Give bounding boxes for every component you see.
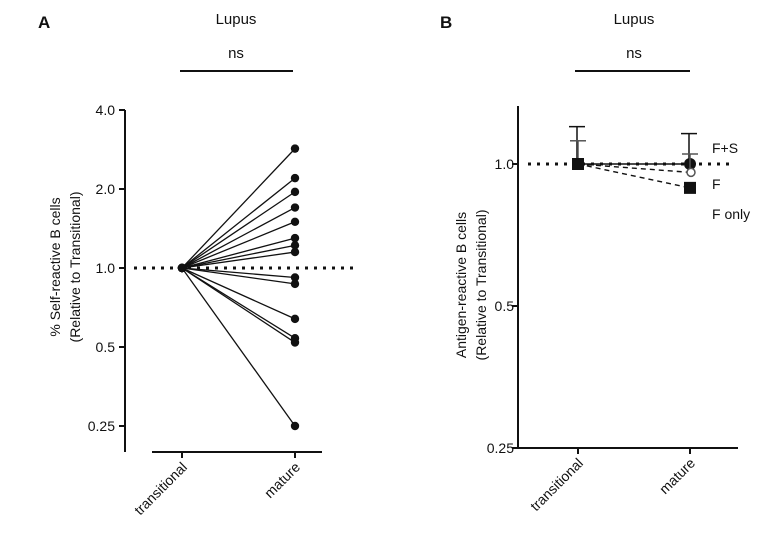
- panel-a-subject-line: [181, 191, 296, 269]
- panel-a-y-tick-label: 0.5: [96, 339, 116, 355]
- panel-a-y-tick-label: 2.0: [96, 181, 116, 197]
- panel-b-title: Lupus: [614, 11, 655, 28]
- panel-a-subject-line: [181, 267, 296, 344]
- panel-a-subject-line: [181, 206, 296, 269]
- panel-b-legend: F+S F F only: [712, 140, 750, 222]
- panel-b-series-label: F+S: [712, 140, 738, 156]
- panel-b-series-label: F only: [712, 206, 750, 222]
- panel-b-series-label: F: [712, 176, 721, 192]
- panel-a-point-mature: [290, 273, 300, 282]
- panel-b-ylabel-2: (Relative to Transitional): [473, 210, 489, 361]
- panel-a-subject-line: [181, 267, 296, 285]
- panel-a-point-mature: [290, 279, 300, 289]
- panel-a: A Lupus ns % Self-reactive B cells (Rela…: [38, 11, 356, 518]
- panel-b-x-category-label: transitional: [527, 455, 586, 514]
- panel-b-marker-square: [572, 158, 584, 170]
- panel-a-x-category-label: transitional: [131, 459, 190, 518]
- panel-a-point-mature: [290, 144, 300, 153]
- panel-a-axes: 4.0 2.0 1.0 0.5 0.25 transitional mature: [88, 102, 322, 518]
- panel-b-y-tick-label: 0.25: [487, 440, 514, 456]
- panel-a-significance: ns: [228, 45, 244, 62]
- panel-b-marker-square: [684, 181, 696, 194]
- panel-a-letter: A: [38, 13, 50, 32]
- panel-b: B Lupus ns Antigen-reactive B cells (Rel…: [440, 11, 750, 514]
- panel-a-ylabel: % Self-reactive B cells: [47, 197, 63, 336]
- panel-b-series-line: [577, 163, 691, 174]
- panel-a-data: [134, 144, 356, 431]
- panel-a-y-tick-label: 1.0: [96, 260, 116, 276]
- panel-b-marker-open-circle: [686, 167, 696, 178]
- panel-b-ylabel: Antigen-reactive B cells: [453, 212, 469, 358]
- panel-b-data: [528, 125, 732, 194]
- panel-a-subject-line: [181, 251, 296, 269]
- panel-b-significance: ns: [626, 45, 642, 62]
- panel-a-point-mature: [290, 217, 300, 226]
- panel-a-point-mature: [290, 241, 300, 250]
- panel-a-subject-line: [181, 148, 296, 269]
- panel-a-point-mature: [290, 173, 300, 183]
- panel-b-x-category-label: mature: [656, 455, 698, 497]
- panel-a-title: Lupus: [216, 11, 257, 28]
- panel-a-subject-line: [181, 267, 296, 427]
- panel-a-subject-line: [181, 177, 296, 269]
- panel-a-subject-line: [181, 244, 296, 269]
- panel-b-series-line: [577, 163, 691, 189]
- panel-a-y-tick-label: 4.0: [96, 102, 116, 118]
- panel-a-point-mature: [290, 203, 300, 212]
- panel-a-subject-line: [181, 267, 296, 279]
- panel-b-axes: 1.0 0.5 0.25 transitional mature: [487, 106, 738, 514]
- panel-a-point-mature: [290, 233, 300, 243]
- panel-a-point-transitional: [177, 263, 187, 273]
- panel-b-y-tick-label: 0.5: [495, 298, 515, 314]
- panel-a-subject-line: [181, 221, 296, 269]
- panel-a-point-mature: [290, 338, 300, 347]
- panel-a-point-mature: [290, 187, 300, 197]
- panel-a-subject-line: [181, 267, 296, 320]
- panel-a-x-category-label: mature: [261, 459, 303, 501]
- panel-a-point-mature: [290, 421, 300, 431]
- panel-a-subject-line: [181, 237, 296, 269]
- panel-a-point-mature: [290, 247, 300, 257]
- panel-b-letter: B: [440, 13, 452, 32]
- panel-a-ylabel-2: (Relative to Transitional): [67, 192, 83, 343]
- panel-b-y-tick-label: 1.0: [495, 156, 515, 172]
- panel-a-point-mature: [290, 314, 300, 324]
- panel-a-y-tick-label: 0.25: [88, 418, 115, 434]
